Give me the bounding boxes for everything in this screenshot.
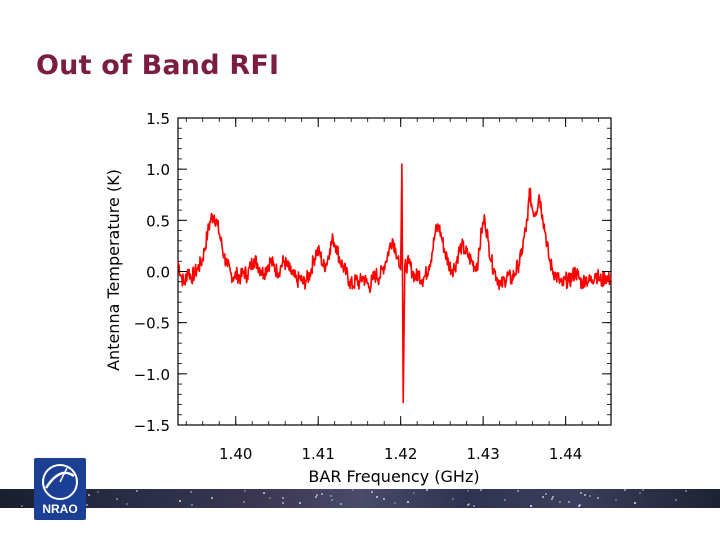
star-dot xyxy=(116,498,118,500)
y-tick-label: 0.0 xyxy=(146,264,170,282)
logo-feed-icon xyxy=(59,467,68,483)
star-dot xyxy=(578,505,580,507)
y-tick-label: −0.5 xyxy=(134,315,170,333)
star-dot xyxy=(517,490,519,492)
star-dot xyxy=(480,489,482,491)
y-tick-label: 1.0 xyxy=(146,161,170,179)
star-dot xyxy=(243,501,245,503)
star-dot xyxy=(467,504,469,506)
star-dot xyxy=(282,502,284,504)
x-tick-label: 1.40 xyxy=(219,445,252,463)
star-dot xyxy=(559,501,561,503)
star-dot xyxy=(580,492,582,494)
logo-dish-icon xyxy=(44,471,75,489)
star-dot xyxy=(579,504,581,506)
star-dot xyxy=(383,498,385,500)
logo-ring-icon xyxy=(42,464,78,500)
star-dot xyxy=(316,494,318,496)
star-dot xyxy=(473,505,475,507)
x-axis-label: BAR Frequency (GHz) xyxy=(308,467,479,486)
star-dot xyxy=(21,505,23,507)
star-dot xyxy=(504,499,506,501)
star-dot xyxy=(211,497,213,499)
series-layer xyxy=(177,163,612,404)
nrao-logo: NRAO xyxy=(34,458,86,520)
y-tick-label: −1.5 xyxy=(134,417,170,435)
star-dot xyxy=(86,504,88,506)
star-dot xyxy=(584,494,586,496)
star-dot xyxy=(191,504,193,506)
star-dot xyxy=(88,494,90,496)
x-tick-label: 1.44 xyxy=(549,445,582,463)
star-dot xyxy=(675,499,677,501)
star-dot xyxy=(97,491,99,493)
y-tick-label: −1.0 xyxy=(134,366,170,384)
star-dot xyxy=(597,497,599,499)
star-dot xyxy=(624,489,626,491)
star-dot xyxy=(552,496,554,498)
star-dot xyxy=(551,498,553,500)
star-dot xyxy=(136,490,138,492)
star-dot xyxy=(299,502,301,504)
series-line xyxy=(177,163,612,404)
star-dot xyxy=(530,505,532,507)
star-dot xyxy=(269,497,271,499)
star-dot xyxy=(126,503,128,505)
star-dot xyxy=(282,497,284,499)
star-dot xyxy=(639,492,641,494)
star-dot xyxy=(244,490,246,492)
y-tick-label: 0.5 xyxy=(146,212,170,230)
star-dot xyxy=(371,491,373,493)
star-dot xyxy=(394,502,396,504)
logo-background xyxy=(34,458,86,520)
ticks-layer: 1.40 1.41 1.42 1.43 1.44 1.5 1.0 0.5 0.0 −0.5 −1.0… xyxy=(134,110,611,463)
star-dot xyxy=(413,492,415,494)
star-dot xyxy=(542,496,544,498)
star-dot xyxy=(452,498,454,500)
star-dot xyxy=(685,490,687,492)
star-dot xyxy=(330,495,332,497)
y-tick-label: 1.5 xyxy=(146,110,170,128)
star-dot xyxy=(634,502,636,504)
star-dot xyxy=(190,491,192,493)
star-dot xyxy=(642,489,644,491)
star-dot xyxy=(568,501,570,503)
x-tick-label: 1.42 xyxy=(384,445,417,463)
star-dot xyxy=(407,501,409,503)
star-dot xyxy=(467,490,469,492)
star-dot xyxy=(589,495,591,497)
star-dot xyxy=(615,499,617,501)
logo-text: NRAO xyxy=(42,502,77,516)
star-dot xyxy=(352,489,354,491)
footer-starfield-band xyxy=(0,489,720,508)
star-dot xyxy=(468,503,470,505)
star-dot xyxy=(179,500,181,502)
star-dot xyxy=(545,493,547,495)
star-dot xyxy=(321,493,323,495)
star-dot xyxy=(315,496,317,498)
star-dot xyxy=(340,503,342,505)
slide-title: Out of Band RFI xyxy=(36,50,280,81)
star-dot xyxy=(426,489,428,491)
star-dot xyxy=(263,492,265,494)
star-dot xyxy=(376,496,378,498)
y-axis-label: Antenna Temperature (K) xyxy=(104,169,123,371)
x-tick-label: 1.43 xyxy=(466,445,499,463)
star-dot xyxy=(331,499,333,501)
x-tick-label: 1.41 xyxy=(302,445,335,463)
